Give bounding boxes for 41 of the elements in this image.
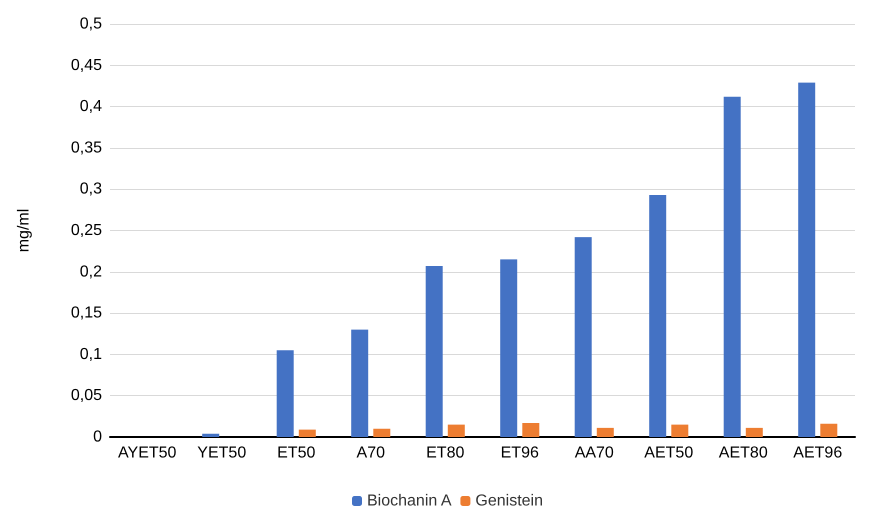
- legend-label: Biochanin A: [367, 492, 452, 510]
- x-tick-label: YET50: [197, 444, 246, 462]
- y-tick-label: 0,15: [70, 304, 102, 322]
- y-axis-title: mg/ml: [16, 208, 32, 252]
- bar: [820, 424, 838, 437]
- bar: [373, 428, 390, 437]
- x-tick-label: ET50: [277, 444, 316, 462]
- bar: [448, 424, 465, 437]
- bar: [426, 266, 443, 437]
- bar: [798, 82, 816, 437]
- x-tick-label: ET96: [500, 444, 539, 462]
- x-tick-label: AA70: [574, 444, 614, 462]
- bar: [276, 350, 294, 437]
- y-tick-label: 0,45: [70, 56, 102, 74]
- y-tick-label: 0,5: [80, 16, 102, 32]
- bar: [724, 96, 741, 437]
- y-tick-label: 0,25: [70, 222, 102, 239]
- bar: [574, 237, 592, 437]
- legend-label: Genistein: [475, 492, 543, 510]
- bar: [746, 428, 763, 437]
- y-tick-label: 0,4: [80, 98, 102, 116]
- bar: [202, 434, 220, 437]
- x-tick-label: AET50: [644, 444, 694, 462]
- bar: [298, 430, 316, 437]
- bar: [351, 330, 368, 437]
- y-tick-label: 0,1: [80, 346, 102, 363]
- x-tick-label: AYET50: [118, 444, 177, 462]
- bar: [522, 422, 540, 437]
- y-tick-label: 0: [93, 428, 102, 446]
- x-tick-label: AET80: [718, 444, 768, 462]
- bar: [649, 194, 666, 437]
- y-tick-label: 0,35: [70, 139, 102, 156]
- bar: [596, 428, 614, 437]
- x-tick-label: AET96: [793, 444, 842, 462]
- x-tick-label: ET80: [426, 444, 464, 462]
- y-tick-label: 0,3: [80, 180, 102, 198]
- y-tick-label: 0,05: [70, 387, 102, 404]
- y-tick-label: 0,2: [80, 263, 102, 280]
- bar: [671, 424, 688, 437]
- bar: [500, 259, 518, 437]
- x-tick-label: A70: [356, 444, 386, 462]
